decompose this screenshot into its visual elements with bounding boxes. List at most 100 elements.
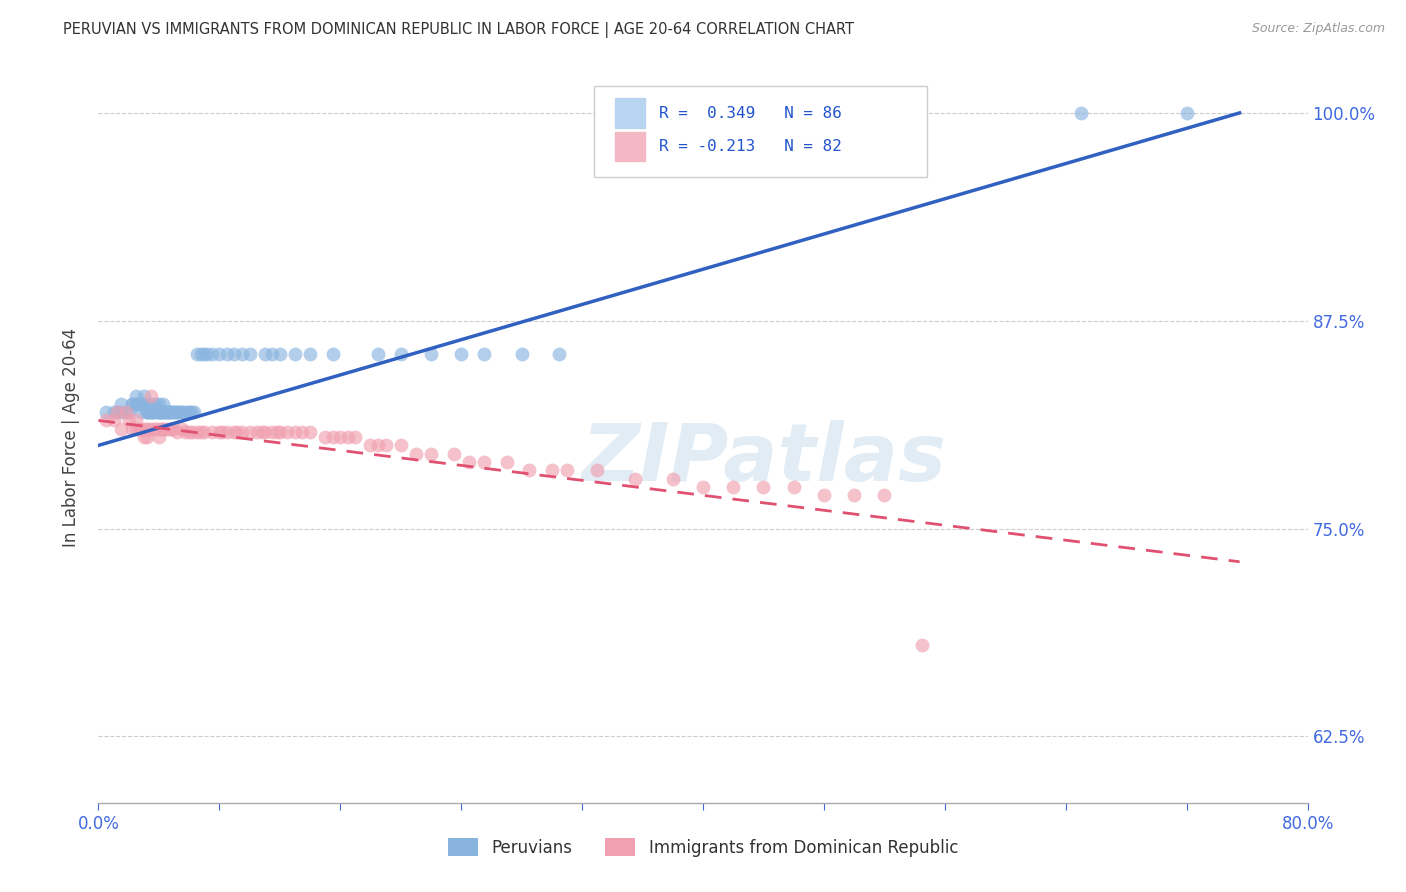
Point	[159, 405, 181, 419]
Point	[193, 425, 215, 439]
Point	[269, 347, 291, 361]
Point	[374, 438, 396, 452]
Point	[155, 405, 177, 419]
Point	[179, 425, 201, 439]
Point	[132, 422, 155, 436]
Point	[94, 405, 117, 419]
Point	[179, 405, 201, 419]
Point	[1070, 106, 1092, 120]
Point	[150, 422, 173, 436]
Point	[329, 430, 352, 444]
Point	[132, 397, 155, 411]
Point	[141, 388, 163, 402]
Point	[190, 425, 212, 439]
Point	[208, 425, 231, 439]
Point	[125, 413, 148, 427]
Point	[121, 397, 143, 411]
Point	[160, 405, 183, 419]
Point	[783, 480, 806, 494]
Point	[253, 347, 276, 361]
Point	[163, 405, 186, 419]
Point	[844, 488, 866, 502]
Point	[250, 425, 273, 439]
Point	[145, 422, 167, 436]
FancyBboxPatch shape	[614, 132, 645, 161]
Point	[420, 347, 443, 361]
Point	[692, 480, 714, 494]
Text: Source: ZipAtlas.com: Source: ZipAtlas.com	[1251, 22, 1385, 36]
Point	[495, 455, 517, 469]
Point	[148, 422, 170, 436]
Point	[160, 422, 183, 436]
Point	[136, 397, 159, 411]
Point	[224, 425, 246, 439]
Point	[723, 480, 745, 494]
Point	[145, 405, 167, 419]
Point	[153, 405, 176, 419]
Point	[148, 397, 170, 411]
Point	[548, 347, 571, 361]
Point	[129, 405, 152, 419]
Point	[211, 425, 233, 439]
Point	[170, 405, 193, 419]
Point	[139, 422, 162, 436]
Point	[166, 425, 188, 439]
Point	[420, 447, 443, 461]
Point	[873, 488, 896, 502]
Point	[183, 405, 205, 419]
Point	[148, 430, 170, 444]
Point	[145, 401, 167, 416]
Point	[186, 425, 208, 439]
Point	[752, 480, 775, 494]
Point	[152, 422, 174, 436]
Point	[166, 405, 188, 419]
Point	[167, 405, 190, 419]
Point	[314, 430, 336, 444]
Point	[299, 347, 322, 361]
Point	[150, 405, 173, 419]
Point	[510, 347, 533, 361]
Point	[367, 438, 389, 452]
Point	[1175, 106, 1198, 120]
Point	[110, 422, 132, 436]
Point	[540, 463, 562, 477]
Point	[132, 388, 155, 402]
Point	[103, 413, 125, 427]
Point	[145, 397, 167, 411]
Point	[813, 488, 835, 502]
Point	[661, 472, 683, 486]
Y-axis label: In Labor Force | Age 20-64: In Labor Force | Age 20-64	[62, 327, 80, 547]
Point	[262, 425, 284, 439]
Point	[163, 405, 186, 419]
Point	[125, 397, 148, 411]
Point	[586, 463, 609, 477]
Point	[156, 405, 179, 419]
Point	[105, 405, 128, 419]
Point	[155, 405, 177, 419]
Point	[181, 405, 204, 419]
Point	[132, 397, 155, 411]
Point	[105, 405, 128, 419]
Point	[911, 638, 934, 652]
Point	[110, 397, 132, 411]
Point	[262, 347, 284, 361]
Point	[143, 405, 166, 419]
Point	[201, 425, 224, 439]
Point	[159, 405, 181, 419]
Point	[155, 422, 177, 436]
Point	[215, 347, 238, 361]
Point	[266, 425, 288, 439]
Point	[389, 438, 412, 452]
Point	[450, 347, 472, 361]
Point	[150, 405, 173, 419]
FancyBboxPatch shape	[595, 86, 927, 178]
Point	[132, 397, 155, 411]
Point	[135, 430, 157, 444]
Point	[166, 405, 188, 419]
Point	[114, 405, 136, 419]
Point	[253, 425, 276, 439]
Point	[174, 405, 197, 419]
Point	[149, 405, 172, 419]
Point	[389, 347, 412, 361]
Point	[322, 347, 344, 361]
